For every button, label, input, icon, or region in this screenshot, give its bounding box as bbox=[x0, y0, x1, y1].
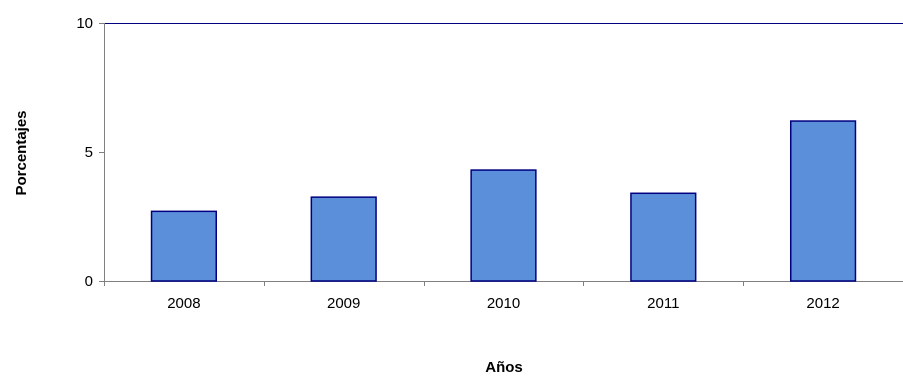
y-axis-ticks: 0 5 10 bbox=[76, 15, 104, 290]
bar-2012 bbox=[789, 120, 857, 282]
x-tick-label: 2011 bbox=[647, 295, 679, 312]
bar-2008 bbox=[150, 210, 218, 282]
y-tick-label: 5 bbox=[85, 144, 93, 161]
x-tick-label: 2012 bbox=[806, 295, 839, 312]
x-tick-label: 2008 bbox=[167, 295, 200, 312]
y-tick-label: 0 bbox=[85, 273, 93, 290]
y-axis-title: Porcentajes bbox=[13, 110, 30, 195]
x-axis-title: Años bbox=[485, 359, 523, 376]
x-tick-label: 2010 bbox=[487, 295, 520, 312]
y-tick-label: 10 bbox=[76, 15, 93, 32]
bar-2010 bbox=[470, 169, 537, 282]
bar-2009 bbox=[310, 196, 377, 282]
bars-layer bbox=[150, 120, 857, 282]
x-axis-ticks: 2008 2009 2010 2011 2012 bbox=[104, 281, 840, 312]
x-tick-label: 2009 bbox=[327, 295, 360, 312]
bar-2011 bbox=[630, 192, 697, 282]
